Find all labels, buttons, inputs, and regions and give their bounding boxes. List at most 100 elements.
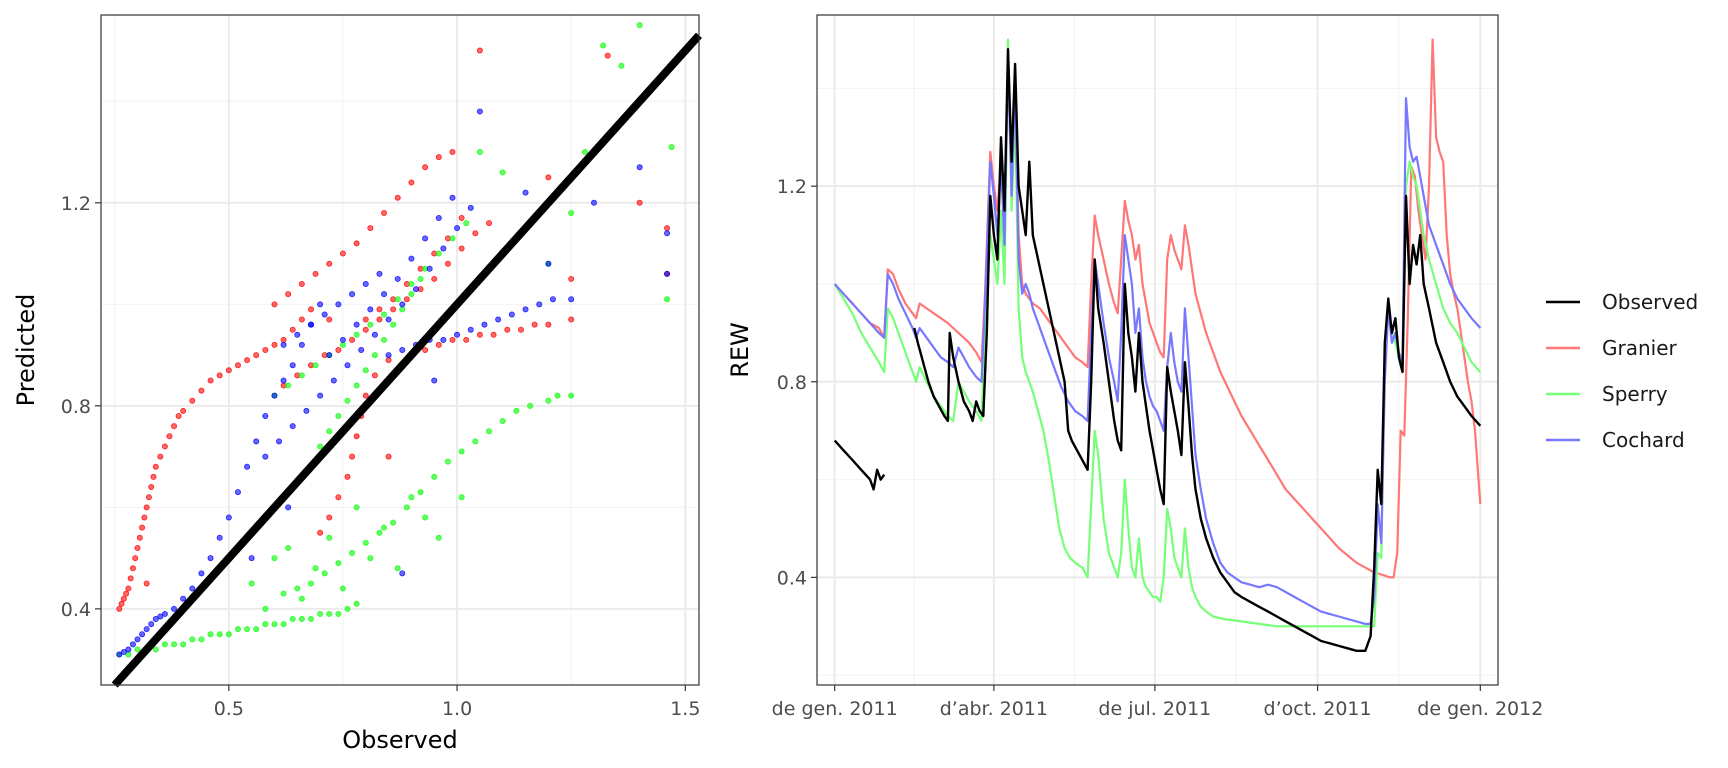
scatter-point [399, 570, 406, 577]
scatter-point [294, 585, 301, 592]
scatter-point [289, 362, 296, 369]
scatter-point [344, 473, 351, 480]
rew-x-tick-label: d’abr. 2011 [940, 698, 1048, 720]
scatter-point [280, 590, 287, 597]
scatter-point [545, 260, 552, 267]
scatter-point [522, 306, 529, 313]
scatter-point [476, 149, 483, 156]
scatter-point [166, 433, 173, 440]
scatter-point [568, 296, 575, 303]
scatter-point [148, 484, 155, 491]
scatter-point [531, 321, 538, 328]
scatter-point [353, 433, 360, 440]
scatter-point [449, 336, 456, 343]
scatter-point [385, 453, 392, 460]
scatter-point [536, 301, 543, 308]
scatter-point [280, 377, 287, 384]
scatter-point [499, 169, 506, 176]
rew-x-tick-label: d’oct. 2011 [1264, 698, 1372, 720]
scatter-point [253, 626, 260, 633]
scatter-point [143, 626, 150, 633]
scatter-y-axis-title: Predicted [12, 294, 40, 407]
scatter-point [207, 377, 214, 384]
scatter-point [545, 174, 552, 181]
scatter-point [353, 382, 360, 389]
rew-y-ticks: 0.4 0.8 1.2 [777, 176, 817, 589]
scatter-point [362, 281, 369, 288]
scatter-point [216, 631, 223, 638]
scatter-point [118, 600, 125, 607]
scatter-point [189, 636, 196, 643]
scatter-point [554, 392, 561, 399]
scatter-point [376, 306, 383, 313]
scatter-point [353, 331, 360, 338]
rew-x-ticks: de gen. 2011 d’abr. 2011 de jul. 2011 d’oct… [772, 685, 1543, 720]
scatter-point [312, 565, 319, 572]
scatter-y-tick-label: 0.8 [61, 396, 91, 418]
scatter-point [349, 550, 356, 557]
scatter-point [385, 357, 392, 364]
scatter-point [152, 616, 159, 623]
scatter-point [349, 291, 356, 298]
scatter-point [390, 519, 397, 526]
scatter-point [545, 321, 552, 328]
scatter-point [376, 316, 383, 323]
scatter-point [271, 341, 278, 348]
scatter-point [289, 326, 296, 333]
scatter-point [139, 524, 146, 531]
scatter-point [298, 281, 305, 288]
scatter-point [463, 336, 470, 343]
scatter-point [150, 473, 157, 480]
scatter-point [376, 270, 383, 277]
scatter-point [417, 489, 424, 496]
scatter-point [467, 326, 474, 333]
scatter-point [422, 514, 429, 521]
scatter-point [353, 504, 360, 511]
scatter-point [508, 311, 515, 318]
scatter-point [148, 621, 155, 628]
scatter-point [253, 438, 260, 445]
scatter-point [371, 372, 378, 379]
scatter-point [527, 402, 534, 409]
scatter-point [549, 296, 556, 303]
scatter-point [244, 626, 251, 633]
scatter-point [125, 646, 132, 653]
scatter-point [317, 529, 324, 536]
scatter-point [362, 539, 369, 546]
scatter-point [591, 199, 598, 206]
scatter-point [289, 423, 296, 430]
scatter-point [171, 423, 178, 430]
scatter-point [476, 108, 483, 115]
scatter-point [335, 412, 342, 419]
legend-item-observed: Observed [1546, 290, 1698, 314]
rew-series-cochard [833, 53, 1482, 625]
scatter-point [481, 321, 488, 328]
scatter-panel-border [100, 14, 700, 686]
scatter-point [568, 209, 575, 216]
scatter-point [152, 463, 159, 470]
scatter-point [422, 346, 429, 353]
scatter-point [216, 372, 223, 379]
scatter-point [180, 407, 187, 414]
scatter-x-tick-label: 0.5 [214, 698, 244, 720]
scatter-point [253, 352, 260, 359]
scatter-points [116, 22, 675, 658]
scatter-point [412, 286, 419, 293]
scatter-point [161, 610, 168, 617]
legend-item-cochard: Cochard [1546, 428, 1685, 452]
scatter-point [371, 352, 378, 359]
scatter-point [298, 372, 305, 379]
scatter-point [344, 362, 351, 369]
rew-panel: de gen. 2011 d’abr. 2011 de jul. 2011 d’oct… [726, 14, 1543, 720]
scatter-point [171, 641, 178, 648]
scatter-point [618, 62, 625, 69]
scatter-point [335, 610, 342, 617]
scatter-minor-grid [101, 15, 699, 685]
scatter-point [198, 636, 205, 643]
legend-item-granier: Granier [1546, 336, 1678, 360]
scatter-point [568, 275, 575, 282]
scatter-point [171, 605, 178, 612]
scatter-x-axis-title: Observed [342, 726, 457, 754]
scatter-point [513, 407, 520, 414]
scatter-point [180, 595, 187, 602]
